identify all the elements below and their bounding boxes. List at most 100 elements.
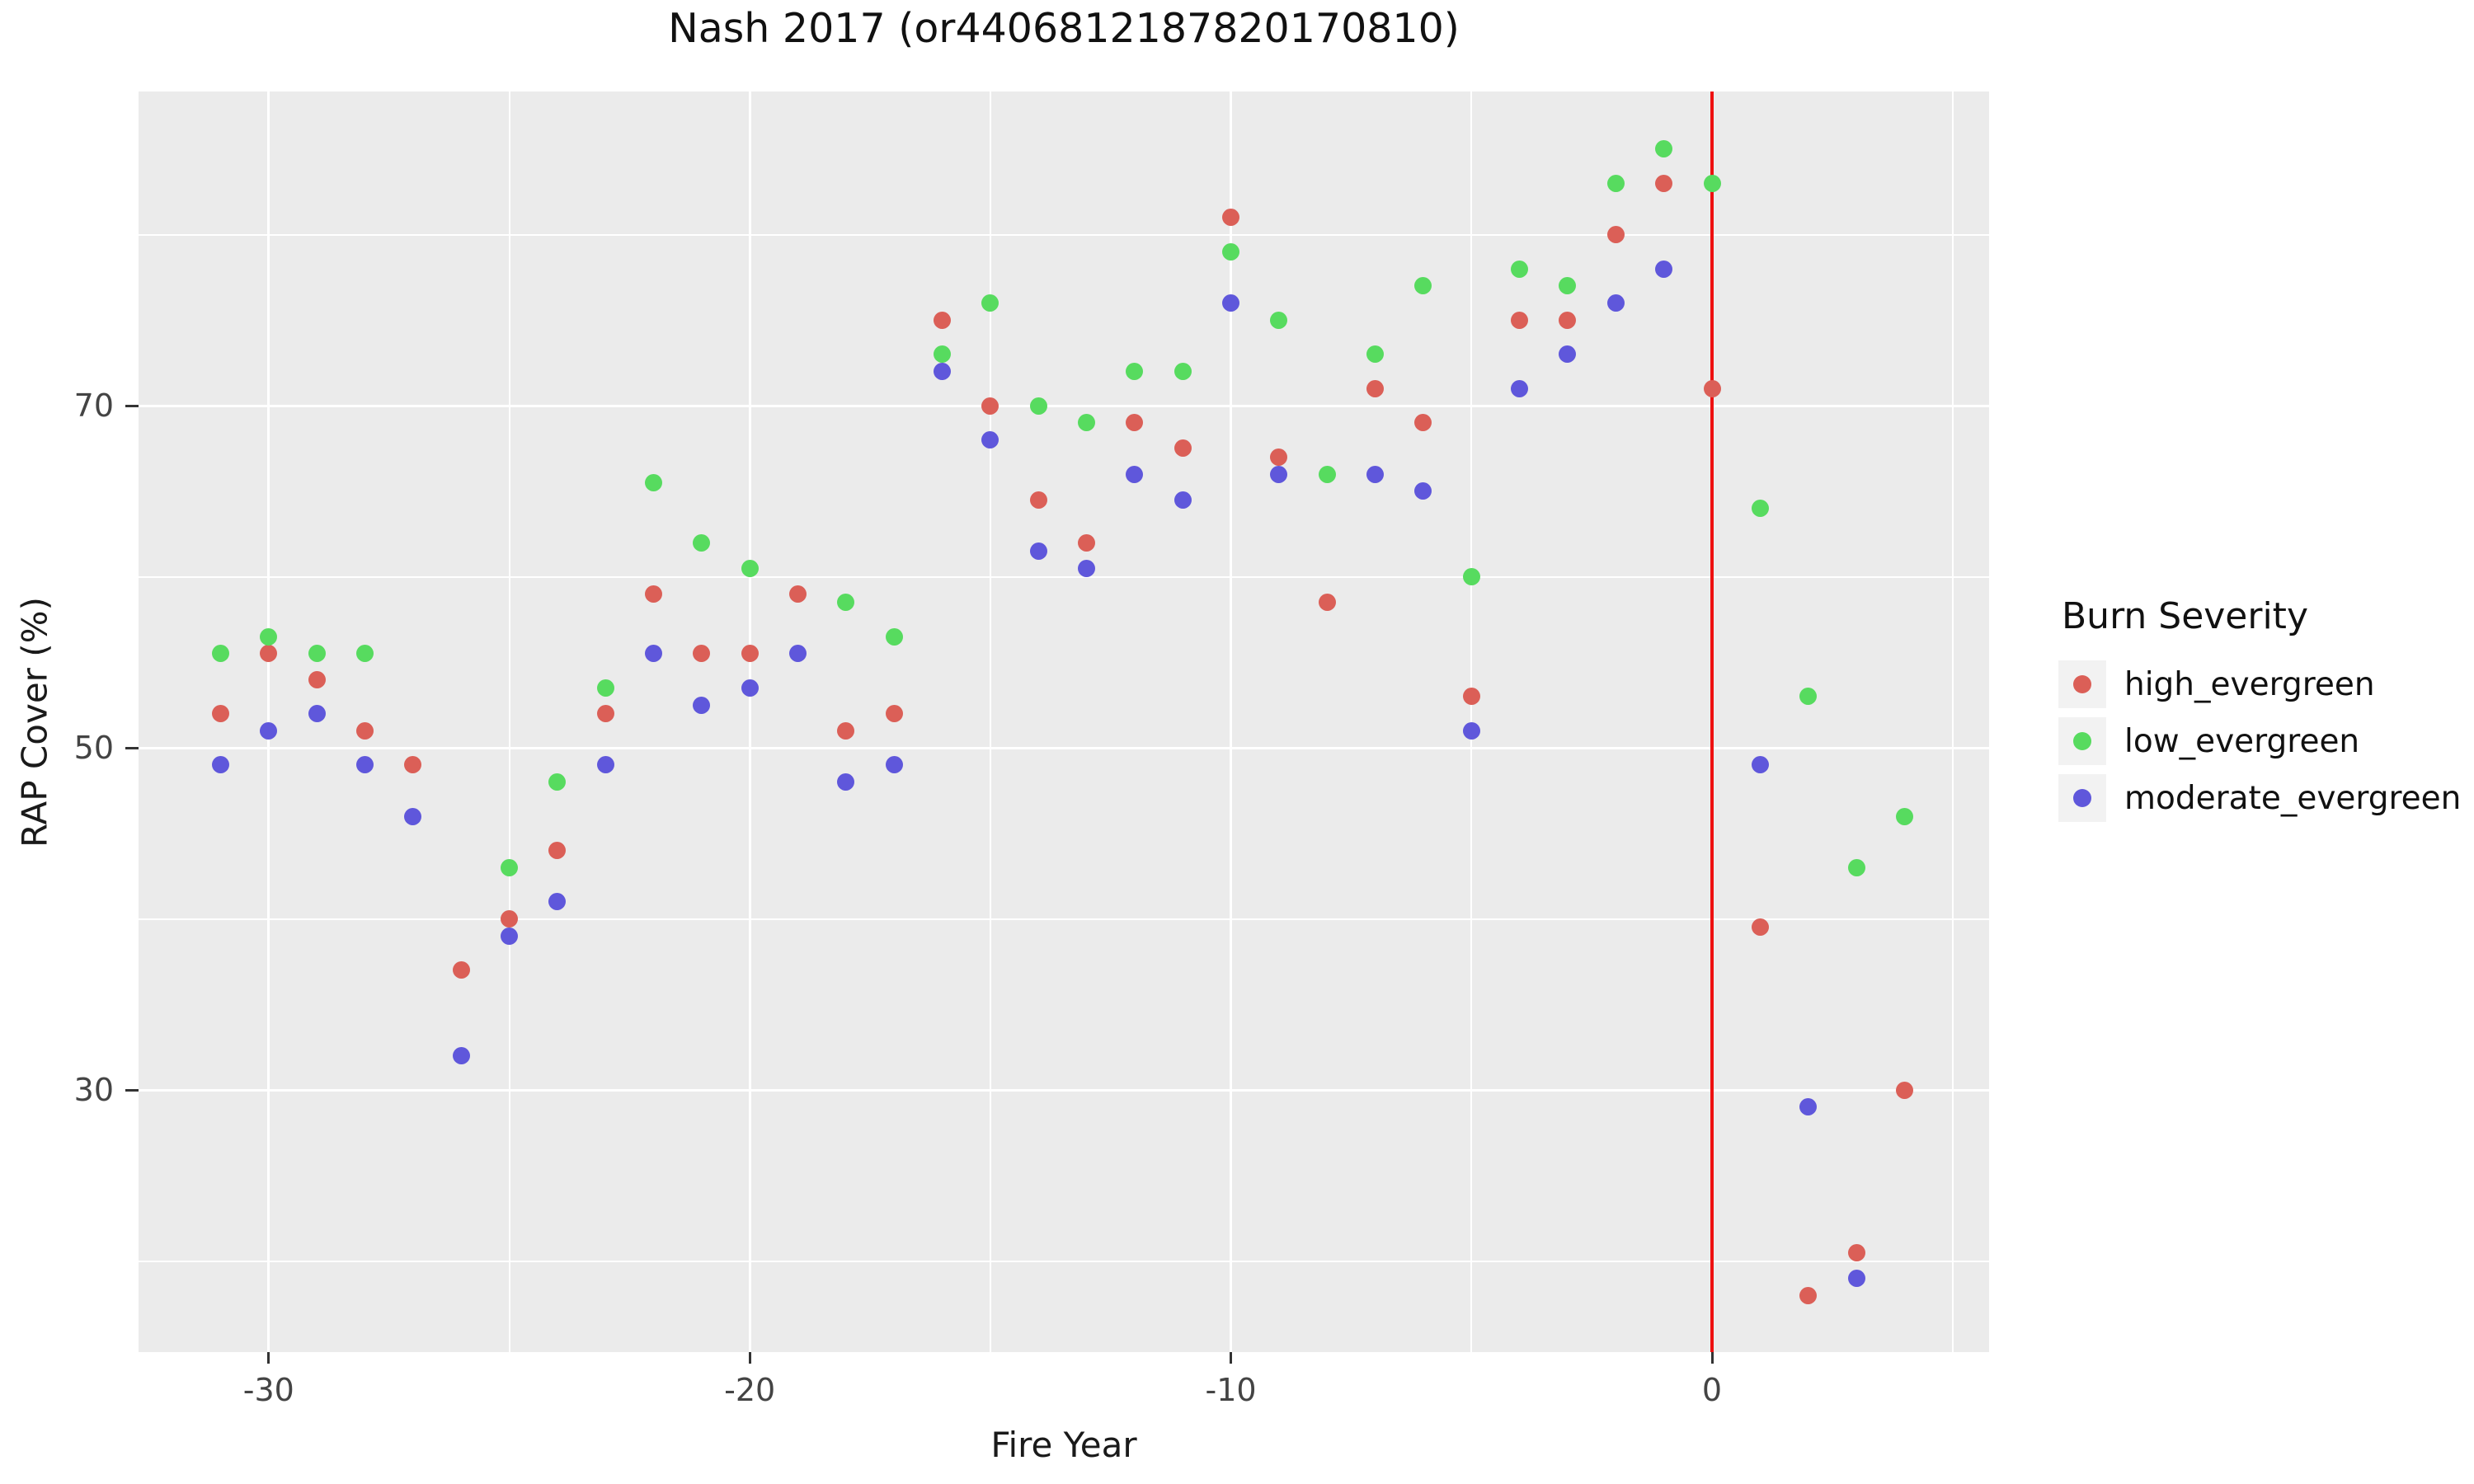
data-point-low_evergreen	[1174, 363, 1192, 380]
data-point-moderate_evergreen	[1414, 482, 1432, 500]
y-minor-gridline	[139, 233, 1989, 236]
y-major-gridline	[139, 1088, 1989, 1092]
data-point-moderate_evergreen	[548, 893, 567, 911]
data-point-low_evergreen	[645, 473, 663, 491]
x-tick-label: -20	[724, 1372, 776, 1408]
data-point-moderate_evergreen	[1029, 542, 1047, 560]
y-axis-title: RAP Cover (%)	[14, 597, 55, 848]
data-point-low_evergreen	[1318, 465, 1336, 483]
data-point-high_evergreen	[211, 705, 229, 722]
data-point-high_evergreen	[934, 311, 952, 329]
data-point-low_evergreen	[1462, 568, 1480, 585]
data-point-moderate_evergreen	[1511, 379, 1529, 397]
data-point-high_evergreen	[1895, 1081, 1913, 1099]
data-point-low_evergreen	[1126, 363, 1144, 380]
y-tick-mark	[125, 1088, 139, 1092]
data-point-high_evergreen	[308, 670, 326, 688]
data-point-high_evergreen	[548, 842, 567, 859]
data-point-high_evergreen	[452, 961, 470, 979]
data-point-moderate_evergreen	[1751, 756, 1769, 774]
data-point-moderate_evergreen	[211, 756, 229, 774]
data-point-low_evergreen	[981, 294, 999, 312]
legend-key	[2058, 660, 2106, 708]
data-point-high_evergreen	[260, 645, 278, 663]
x-major-gridline	[1230, 92, 1233, 1352]
legend-dot-low_evergreen	[2073, 732, 2091, 750]
data-point-high_evergreen	[885, 705, 903, 722]
x-tick-label: -10	[1205, 1372, 1257, 1408]
data-point-high_evergreen	[1366, 379, 1385, 397]
data-point-high_evergreen	[789, 585, 807, 603]
data-point-high_evergreen	[1847, 1243, 1865, 1261]
data-point-high_evergreen	[1606, 226, 1625, 243]
fire-year-zero-line	[1710, 92, 1714, 1352]
data-point-high_evergreen	[404, 756, 422, 774]
data-point-moderate_evergreen	[837, 773, 855, 791]
data-point-high_evergreen	[596, 705, 614, 722]
data-point-low_evergreen	[1847, 858, 1865, 876]
x-minor-gridline	[508, 92, 510, 1352]
data-point-low_evergreen	[548, 773, 567, 791]
y-tick-label: 30	[73, 1072, 114, 1108]
y-tick-label: 70	[73, 387, 114, 424]
data-point-moderate_evergreen	[308, 705, 326, 722]
data-point-high_evergreen	[1655, 174, 1673, 192]
data-point-moderate_evergreen	[981, 431, 999, 448]
data-point-high_evergreen	[1559, 311, 1577, 329]
legend-key	[2058, 774, 2106, 822]
data-point-low_evergreen	[1606, 174, 1625, 192]
data-point-low_evergreen	[1799, 688, 1818, 706]
data-point-high_evergreen	[1462, 688, 1480, 706]
data-point-high_evergreen	[693, 645, 711, 663]
legend-items: high_evergreen low_evergreen moderate_ever…	[2058, 660, 2461, 822]
data-point-moderate_evergreen	[260, 721, 278, 740]
data-point-moderate_evergreen	[789, 645, 807, 663]
y-major-gridline	[139, 404, 1989, 407]
legend-label: high_evergreen	[2124, 665, 2375, 703]
data-point-low_evergreen	[885, 627, 903, 646]
data-point-low_evergreen	[837, 594, 855, 612]
data-point-moderate_evergreen	[1126, 465, 1144, 483]
y-tick-label: 50	[73, 730, 114, 766]
data-point-high_evergreen	[1751, 918, 1769, 937]
data-point-moderate_evergreen	[693, 696, 711, 714]
data-point-high_evergreen	[1222, 209, 1240, 227]
y-tick-mark	[125, 404, 139, 407]
data-point-moderate_evergreen	[885, 756, 903, 774]
x-minor-gridline	[1951, 92, 1954, 1352]
data-point-low_evergreen	[596, 679, 614, 697]
data-point-high_evergreen	[1174, 439, 1192, 458]
data-point-low_evergreen	[211, 645, 229, 663]
legend-item-moderate_evergreen: moderate_evergreen	[2058, 774, 2461, 822]
data-point-low_evergreen	[1366, 345, 1385, 364]
data-point-moderate_evergreen	[355, 756, 374, 774]
data-point-high_evergreen	[1078, 533, 1096, 552]
x-tick-mark	[1710, 1352, 1714, 1364]
data-point-low_evergreen	[1029, 397, 1047, 415]
data-point-moderate_evergreen	[404, 807, 422, 825]
data-point-low_evergreen	[1895, 807, 1913, 825]
data-point-moderate_evergreen	[645, 645, 663, 663]
x-tick-mark	[1230, 1352, 1233, 1364]
legend-label: moderate_evergreen	[2124, 779, 2462, 817]
data-point-low_evergreen	[1751, 500, 1769, 517]
data-point-moderate_evergreen	[1655, 260, 1673, 278]
data-point-high_evergreen	[355, 721, 374, 740]
data-point-high_evergreen	[1126, 414, 1144, 432]
data-point-moderate_evergreen	[1270, 465, 1288, 483]
data-point-low_evergreen	[501, 858, 518, 876]
data-point-moderate_evergreen	[1847, 1269, 1865, 1287]
data-point-moderate_evergreen	[1799, 1098, 1818, 1116]
legend-dot-moderate_evergreen	[2073, 789, 2091, 807]
legend-key	[2058, 717, 2106, 765]
plot-panel	[139, 92, 1989, 1352]
legend-label: low_evergreen	[2124, 722, 2360, 760]
data-point-moderate_evergreen	[1078, 559, 1096, 577]
data-point-low_evergreen	[1078, 414, 1096, 432]
y-major-gridline	[139, 746, 1989, 749]
data-point-low_evergreen	[1655, 140, 1673, 158]
x-tick-mark	[748, 1352, 751, 1364]
plot-title: Nash 2017 (or4406812187820170810)	[668, 5, 1460, 52]
data-point-high_evergreen	[981, 397, 999, 415]
